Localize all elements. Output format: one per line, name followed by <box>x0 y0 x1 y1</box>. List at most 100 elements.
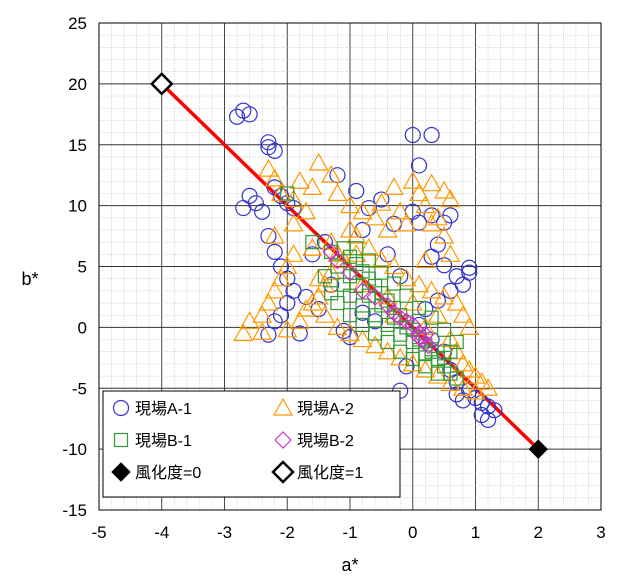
x-tick-label: -4 <box>154 523 169 542</box>
data-point <box>374 265 389 280</box>
data-point <box>272 307 290 324</box>
data-point <box>360 199 377 217</box>
data-point <box>353 282 372 300</box>
data-point <box>308 152 329 171</box>
legend-marker <box>111 462 131 482</box>
data-point <box>149 72 174 96</box>
data-point <box>419 336 438 355</box>
y-tick-label: 20 <box>68 75 87 94</box>
data-point <box>371 192 392 211</box>
legend-box <box>102 390 401 498</box>
y-tick-label: -10 <box>62 440 87 459</box>
data-point <box>448 386 465 403</box>
data-point <box>296 201 317 220</box>
data-point <box>402 171 423 189</box>
data-point <box>371 250 392 269</box>
legend-marker <box>271 460 295 484</box>
data-point <box>233 323 254 342</box>
data-point <box>424 310 439 325</box>
data-point <box>393 344 408 359</box>
data-point <box>443 344 458 359</box>
data-point <box>448 268 465 285</box>
data-point <box>327 317 348 335</box>
data-point <box>434 180 455 199</box>
data-point <box>241 106 258 123</box>
x-tick-label: 1 <box>471 523 480 542</box>
data-point <box>390 201 411 220</box>
data-point <box>423 248 440 265</box>
data-point <box>368 326 383 341</box>
data-point <box>291 325 308 342</box>
data-point <box>352 201 373 220</box>
data-point <box>411 300 427 315</box>
data-point <box>380 334 395 350</box>
data-point <box>283 189 304 208</box>
data-point <box>421 280 442 299</box>
data-point <box>289 171 310 189</box>
data-point <box>440 189 461 208</box>
data-point <box>408 274 430 293</box>
x-tick-label: 0 <box>408 523 417 542</box>
data-point <box>421 213 442 232</box>
series-1 <box>228 102 503 429</box>
data-point <box>324 286 339 301</box>
data-point <box>348 182 365 200</box>
data-point <box>471 371 492 390</box>
legend-marker <box>272 397 294 416</box>
series-3 <box>280 186 464 386</box>
data-point <box>415 250 436 269</box>
data-point <box>430 366 445 381</box>
data-point <box>434 286 455 305</box>
data-point <box>358 238 379 256</box>
data-point <box>467 389 484 407</box>
legend-label: 風化度=1 <box>297 464 363 482</box>
data-point <box>260 134 277 151</box>
legend-marker <box>113 432 129 448</box>
data-point <box>321 231 342 250</box>
data-point <box>452 304 473 323</box>
data-point <box>330 259 345 274</box>
data-point <box>396 213 417 232</box>
data-point <box>405 351 420 367</box>
data-point <box>449 371 464 386</box>
data-point <box>421 173 442 192</box>
data-point <box>452 378 473 396</box>
data-point <box>264 225 285 244</box>
data-point <box>404 126 421 144</box>
x-tick-label: 2 <box>534 523 543 542</box>
data-point <box>254 203 271 220</box>
data-point <box>465 381 486 400</box>
x-tick-label: -2 <box>280 523 295 542</box>
data-point <box>380 317 395 333</box>
data-point <box>403 316 422 334</box>
series-5 <box>528 439 548 459</box>
data-point <box>368 308 383 323</box>
data-point <box>393 327 408 342</box>
legend-marker <box>112 399 130 417</box>
data-point <box>335 322 352 340</box>
legend-label: 現場B-1 <box>135 432 192 450</box>
data-point <box>266 313 283 330</box>
data-point <box>377 219 398 238</box>
plot-area-border <box>98 22 602 511</box>
data-point <box>260 326 277 343</box>
data-point <box>302 292 323 311</box>
data-point <box>367 313 384 330</box>
data-point <box>264 168 285 187</box>
x-tick-label: -3 <box>217 523 232 542</box>
data-point <box>416 325 435 344</box>
data-point <box>478 378 499 396</box>
series-4 <box>322 243 438 355</box>
data-point <box>283 213 304 232</box>
data-point <box>327 244 348 262</box>
data-point <box>277 256 298 275</box>
data-point <box>342 308 358 323</box>
data-point <box>228 108 246 125</box>
x-axis-label: a* <box>341 555 358 575</box>
data-point <box>302 177 323 195</box>
data-point <box>239 311 260 329</box>
data-point <box>321 164 342 183</box>
data-point <box>415 195 436 214</box>
data-point <box>283 244 304 262</box>
data-point <box>328 251 347 270</box>
